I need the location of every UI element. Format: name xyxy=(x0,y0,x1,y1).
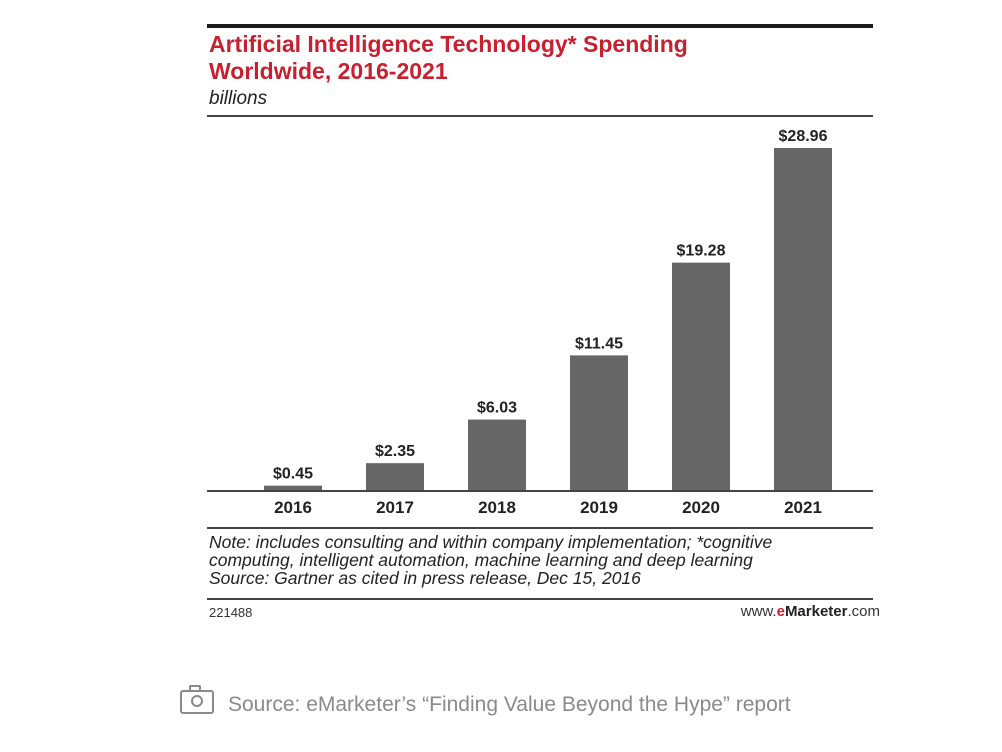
value-label-2021: $28.96 xyxy=(779,128,828,145)
bar-2016 xyxy=(264,485,322,491)
bar-2018 xyxy=(468,419,526,491)
brand-suffix: .com xyxy=(847,603,880,620)
camera-icon xyxy=(180,685,214,714)
brand-name: Marketer xyxy=(784,603,848,620)
chart-title-line-2: Worldwide, 2016-2021 xyxy=(209,58,448,84)
chart-notes: Note: includes consulting and within com… xyxy=(209,533,869,587)
chart-title-line-1: Artificial Intelligence Technology* Spen… xyxy=(209,31,688,57)
category-label-2017: 2017 xyxy=(376,498,414,517)
brand-prefix: www. xyxy=(740,603,777,620)
source-line: Source: Gartner as cited in press releas… xyxy=(209,568,641,588)
bar-2020 xyxy=(672,262,730,491)
note-line-1: Note: includes consulting and within com… xyxy=(209,532,773,552)
chart-card: Artificial Intelligence Technology* Spen… xyxy=(182,0,898,650)
value-label-2020: $19.28 xyxy=(677,243,726,260)
value-label-2017: $2.35 xyxy=(375,443,415,460)
category-label-2018: 2018 xyxy=(478,498,516,517)
top-rule xyxy=(207,24,873,28)
value-label-2016: $0.45 xyxy=(273,466,313,483)
category-label-2016: 2016 xyxy=(274,498,312,517)
category-label-2021: 2021 xyxy=(784,498,822,517)
bar-2021 xyxy=(774,148,832,491)
value-label-2019: $11.45 xyxy=(575,335,623,352)
category-label-2019: 2019 xyxy=(580,498,618,517)
category-label-2020: 2020 xyxy=(682,498,720,517)
chart-id: 221488 xyxy=(209,605,253,620)
image-caption: Source: eMarketer’s “Finding Value Beyon… xyxy=(180,685,880,718)
brand-e: e xyxy=(776,603,785,620)
footer-rule xyxy=(207,598,873,600)
bar-2019 xyxy=(570,355,628,491)
caption-text: Source: eMarketer’s “Finding Value Beyon… xyxy=(228,693,791,716)
notes-rule xyxy=(207,527,873,529)
bar-2017 xyxy=(366,463,424,491)
chart-title: Artificial Intelligence Technology* Spen… xyxy=(209,31,829,85)
value-label-2018: $6.03 xyxy=(477,400,517,417)
subtitle-rule xyxy=(207,115,873,117)
chart-subtitle: billions xyxy=(209,88,268,109)
emarketer-brand[interactable]: www.eMarketer.com xyxy=(741,603,880,620)
bar-chart: $0.45 2016 $2.35 2017 $6.03 2018 $11.45 2019 $19… xyxy=(207,128,873,517)
note-line-2: computing, intelligent automation, machi… xyxy=(209,550,753,570)
